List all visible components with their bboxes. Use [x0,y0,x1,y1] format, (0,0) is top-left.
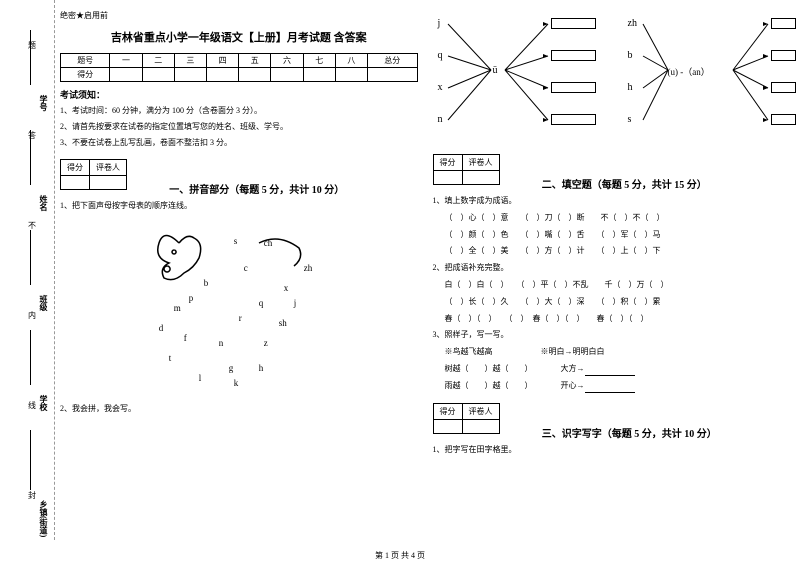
answer-box[interactable] [771,50,796,61]
binding-field-town: 乡镇(街道) [38,500,49,537]
secret-label: 绝密★启用前 [60,10,418,21]
question-line: 雨越（ ）越（ ） 开心→ [445,380,791,393]
binding-field-name: 姓名 [38,195,49,211]
question-line: （ ）长（ ）久 （ ）大（ ）深 （ ）积（ ）累 [445,296,791,309]
question-2-1: 1、填上数字成为成语。 [433,195,791,208]
question-2-2: 2、把成语补充完整。 [433,262,791,275]
binding-column: 乡镇(街道) 学校 班级 姓名 学号 封 线 内 不 答 题 [0,0,55,540]
fill-blank[interactable] [585,383,635,393]
scorer-box: 得分评卷人 [433,403,500,434]
question-line: 树越（ ）越（ ） 大方→ [445,363,791,376]
pinyin-connect-diagram: s ch c zh b x p q j m r sh d f n z t g h… [139,218,339,398]
binding-field-school: 学校 [38,395,49,411]
dog-outline-icon [139,218,339,398]
answer-box[interactable] [551,18,596,29]
answer-box[interactable] [551,82,596,93]
left-column: 绝密★启用前 吉林省重点小学一年级语文【上册】月考试题 含答案 题号 一 二 三… [60,10,418,550]
page-content: 绝密★启用前 吉林省重点小学一年级语文【上册】月考试题 含答案 题号 一 二 三… [60,10,790,550]
page-footer: 第 1 页 共 4 页 [0,550,800,561]
binding-field-id: 学号 [38,95,49,111]
question-1-2: 2、我会拼，我会写。 [60,403,418,416]
question-line: 春（ ）（ ） （ ） 春（ ）（ ） 春（ ）（ ） [445,313,791,326]
answer-box[interactable] [771,114,796,125]
fill-blank[interactable] [585,366,635,376]
right-column: j q x n ü zh b h s (u) -（an） [433,10,791,550]
notice-item: 1、考试时间：60 分钟，满分为 100 分（含卷面分 3 分）。 [60,105,418,117]
scorer-box: 得分评卷人 [433,154,500,185]
answer-box[interactable] [551,50,596,61]
exam-title: 吉林省重点小学一年级语文【上册】月考试题 含答案 [60,29,418,45]
section-2-title: 二、填空题（每题 5 分，共计 15 分） [542,176,707,191]
section-3-title: 三、识字写字（每题 5 分，共计 10 分） [542,425,717,440]
question-1-1: 1、把下面声母按字母表的顺序连线。 [60,200,418,213]
table-row: 题号 一 二 三 四 五 六 七 八 总分 [61,54,418,68]
question-3-1: 1、把字写在田字格里。 [433,444,791,457]
question-line: ※鸟越飞越高 ※明白→明明白白 [445,346,791,359]
answer-box[interactable] [771,82,796,93]
section-1-title: 一、拼音部分（每题 5 分，共计 10 分） [169,181,344,196]
table-row: 得分 [61,68,418,82]
answer-box[interactable] [771,18,796,29]
question-line: （ ）颜（ ）色 （ ）嘴（ ）舌 （ ）军（ ）马 [445,229,791,242]
notice-item: 3、不要在试卷上乱写乱画，卷面不整洁扣 3 分。 [60,137,418,149]
pinyin-combo-diagram: j q x n ü zh b h s (u) -（an） [433,10,791,140]
notice-item: 2、请首先按要求在试卷的指定位置填写您的姓名、班级、学号。 [60,121,418,133]
question-line: 白（ ）白（ ） （ ）平（ ）不乱 千（ ）万（ ） [445,279,791,292]
question-2-3: 3、照样子，写一写。 [433,329,791,342]
score-table: 题号 一 二 三 四 五 六 七 八 总分 得分 [60,53,418,82]
binding-field-class: 班级 [38,295,49,311]
notice-heading: 考试须知： [60,88,418,101]
question-line: （ ）全（ ）美 （ ）方（ ）计 （ ）上（ ）下 [445,245,791,258]
scorer-box: 得分评卷人 [60,159,127,190]
question-line: （ ）心（ ）意 （ ）刀（ ）断 不（ ）不（ ） [445,212,791,225]
answer-box[interactable] [551,114,596,125]
